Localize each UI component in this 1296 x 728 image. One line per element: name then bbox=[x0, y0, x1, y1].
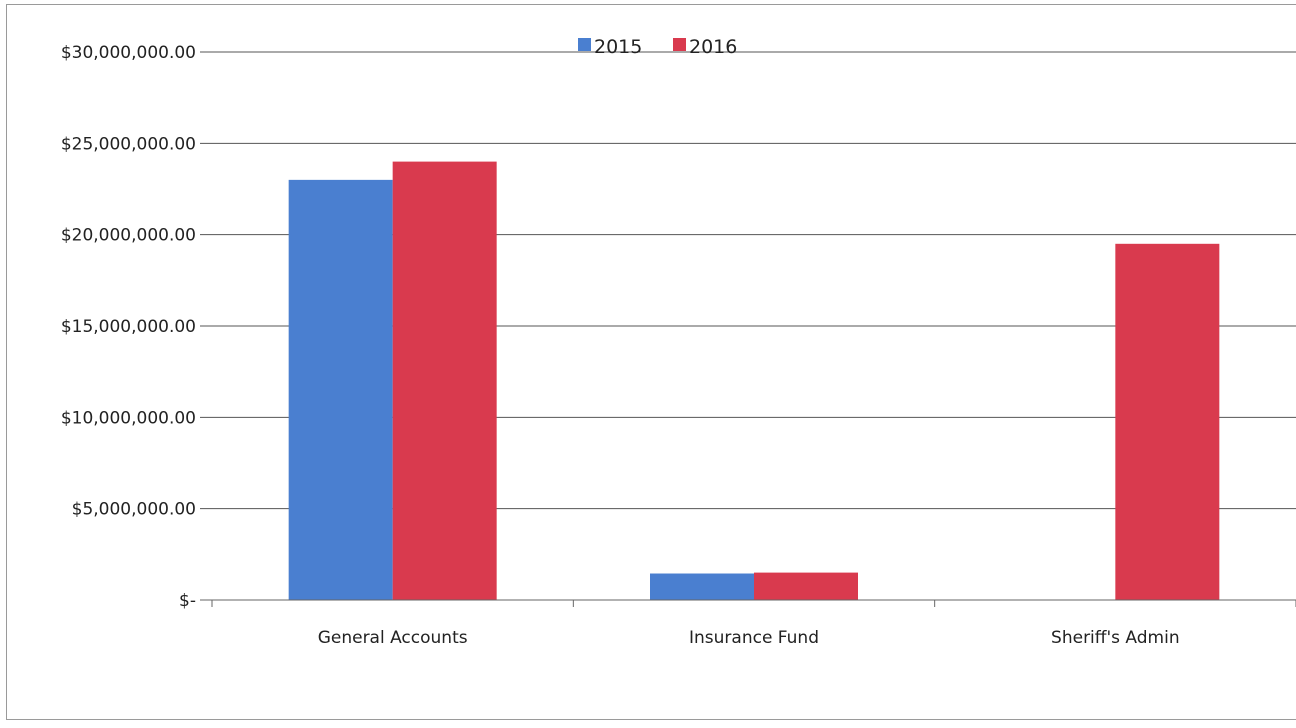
y-tick-label: $30,000,000.00 bbox=[61, 43, 196, 63]
bar-2016-0 bbox=[392, 161, 497, 600]
y-tick-label: $15,000,000.00 bbox=[61, 317, 196, 337]
bar-2015-1 bbox=[650, 573, 754, 600]
axes: $- $5,000,000.00 $10,000,000.00 $15,000,000… bbox=[61, 43, 1296, 648]
chart-frame bbox=[6, 4, 1296, 720]
y-tick-label: $25,000,000.00 bbox=[61, 134, 196, 154]
y-tick-label: $20,000,000.00 bbox=[61, 226, 196, 246]
y-tick-label: $10,000,000.00 bbox=[61, 408, 196, 428]
x-category-label: General Accounts bbox=[318, 628, 468, 648]
bar-2016-1 bbox=[754, 572, 858, 600]
y-tick-label: $- bbox=[179, 591, 196, 611]
legend-swatch bbox=[578, 38, 591, 51]
legend-label: 2016 bbox=[689, 36, 737, 58]
y-tick-label: $5,000,000.00 bbox=[72, 500, 196, 520]
bars bbox=[288, 161, 1220, 601]
bar-2016-2 bbox=[1115, 243, 1220, 601]
x-category-label: Sheriff's Admin bbox=[1051, 628, 1180, 648]
bar-2015-0 bbox=[288, 179, 393, 600]
x-category-label: Insurance Fund bbox=[689, 628, 819, 648]
legend-label: 2015 bbox=[594, 36, 642, 58]
legend: 2015 2016 bbox=[578, 36, 737, 58]
legend-swatch bbox=[673, 38, 686, 51]
